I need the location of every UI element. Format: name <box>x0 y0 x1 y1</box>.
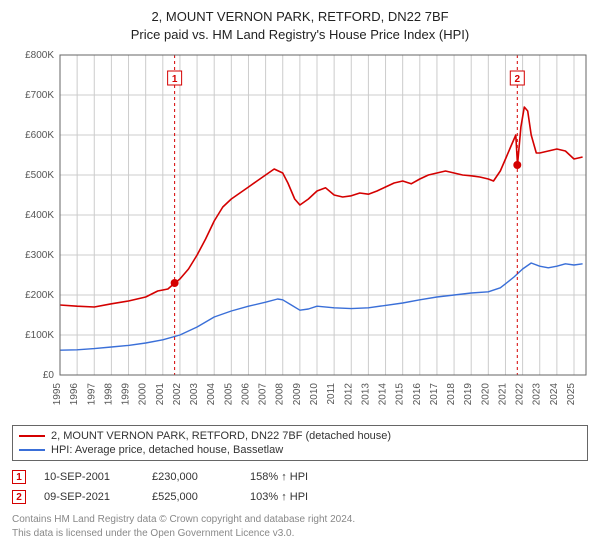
svg-text:2013: 2013 <box>360 383 371 406</box>
chart-area: £0 £100K £200K £300K £400K £500K £600K £700K £80… <box>10 49 590 419</box>
sale-row-2: 2 09-SEP-2021 £525,000 103% ↑ HPI <box>12 487 588 507</box>
legend-row-series-0: 2, MOUNT VERNON PARK, RETFORD, DN22 7BF … <box>19 429 581 443</box>
svg-text:£100K: £100K <box>25 330 54 341</box>
svg-text:2011: 2011 <box>326 383 337 405</box>
svg-text:2022: 2022 <box>515 383 526 406</box>
title-line-1: 2, MOUNT VERNON PARK, RETFORD, DN22 7BF <box>10 8 590 26</box>
svg-text:2014: 2014 <box>378 383 389 406</box>
svg-text:£400K: £400K <box>25 210 54 221</box>
svg-text:1: 1 <box>172 74 178 85</box>
svg-text:2023: 2023 <box>532 383 543 406</box>
svg-text:£500K: £500K <box>25 170 54 181</box>
svg-text:2004: 2004 <box>206 383 217 406</box>
legend-label-1: HPI: Average price, detached house, Bass… <box>51 444 283 456</box>
svg-text:£800K: £800K <box>25 50 54 61</box>
sale-price-2: £525,000 <box>152 491 232 503</box>
svg-text:2021: 2021 <box>497 383 508 406</box>
svg-text:2012: 2012 <box>343 383 354 406</box>
legend-label-0: 2, MOUNT VERNON PARK, RETFORD, DN22 7BF … <box>51 430 391 442</box>
svg-text:2019: 2019 <box>463 383 474 406</box>
sale-vs-hpi-2: 103% ↑ HPI <box>250 491 340 503</box>
svg-text:2017: 2017 <box>429 383 440 406</box>
legend-swatch-0 <box>19 435 45 437</box>
legend-row-series-1: HPI: Average price, detached house, Bass… <box>19 443 581 457</box>
sale-marker-2: 2 <box>12 490 26 504</box>
svg-text:1995: 1995 <box>52 383 63 406</box>
sales-table: 1 10-SEP-2001 £230,000 158% ↑ HPI 2 09-S… <box>12 467 588 507</box>
svg-text:£700K: £700K <box>25 90 54 101</box>
svg-text:2005: 2005 <box>223 383 234 406</box>
sale-row-1: 1 10-SEP-2001 £230,000 158% ↑ HPI <box>12 467 588 487</box>
legend-swatch-1 <box>19 449 45 451</box>
svg-text:2001: 2001 <box>155 383 166 406</box>
svg-text:2025: 2025 <box>566 383 577 406</box>
svg-text:1996: 1996 <box>69 383 80 406</box>
svg-text:2009: 2009 <box>292 383 303 406</box>
svg-text:2008: 2008 <box>275 383 286 406</box>
svg-text:2002: 2002 <box>172 383 183 406</box>
svg-text:2: 2 <box>515 74 521 85</box>
sale-vs-hpi-1: 158% ↑ HPI <box>250 471 340 483</box>
title-line-2: Price paid vs. HM Land Registry's House … <box>10 26 590 44</box>
attribution-line-2: This data is licensed under the Open Gov… <box>12 527 588 541</box>
svg-text:£300K: £300K <box>25 250 54 261</box>
chart-svg: £0 £100K £200K £300K £400K £500K £600K £700K £80… <box>10 49 590 419</box>
svg-text:1999: 1999 <box>121 383 132 406</box>
svg-text:2016: 2016 <box>412 383 423 406</box>
sale-marker-1: 1 <box>12 470 26 484</box>
svg-text:2006: 2006 <box>240 383 251 406</box>
legend: 2, MOUNT VERNON PARK, RETFORD, DN22 7BF … <box>12 425 588 461</box>
attribution-line-1: Contains HM Land Registry data © Crown c… <box>12 513 588 527</box>
svg-text:2010: 2010 <box>309 383 320 406</box>
svg-text:2000: 2000 <box>138 383 149 406</box>
attribution: Contains HM Land Registry data © Crown c… <box>12 513 588 540</box>
svg-text:1997: 1997 <box>86 383 97 406</box>
chart-container: 2, MOUNT VERNON PARK, RETFORD, DN22 7BF … <box>0 0 600 548</box>
svg-text:2015: 2015 <box>395 383 406 406</box>
svg-text:2018: 2018 <box>446 383 457 406</box>
title-block: 2, MOUNT VERNON PARK, RETFORD, DN22 7BF … <box>10 8 590 43</box>
sale-date-2: 09-SEP-2021 <box>44 491 134 503</box>
svg-text:£600K: £600K <box>25 130 54 141</box>
sale-date-1: 10-SEP-2001 <box>44 471 134 483</box>
sale-price-1: £230,000 <box>152 471 232 483</box>
svg-text:2020: 2020 <box>480 383 491 406</box>
svg-text:1998: 1998 <box>103 383 114 406</box>
svg-text:2007: 2007 <box>258 383 269 406</box>
svg-text:2024: 2024 <box>549 383 560 406</box>
svg-text:2003: 2003 <box>189 383 200 406</box>
svg-text:£200K: £200K <box>25 290 54 301</box>
svg-text:£0: £0 <box>43 370 55 381</box>
